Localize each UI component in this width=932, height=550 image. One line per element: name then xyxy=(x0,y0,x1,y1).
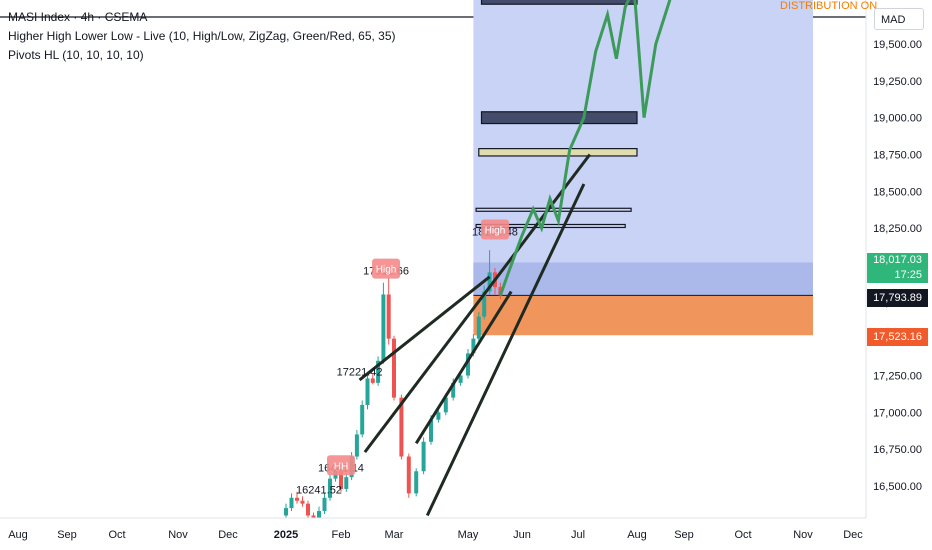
price-tag-upper-value: 18,017.03 xyxy=(873,254,922,266)
candle-body xyxy=(370,378,375,383)
y-tick-label: 18,750.00 xyxy=(873,150,922,162)
zigzag-projection xyxy=(498,0,672,296)
candle-body xyxy=(365,378,370,405)
x-tick-label: Dec xyxy=(218,529,238,541)
candle-body xyxy=(306,503,310,516)
candle-body xyxy=(344,477,349,489)
currency-selector[interactable]: MAD xyxy=(874,8,924,30)
candle-body xyxy=(482,291,487,317)
chart-legend: MASI Index · 4h · CSEMA Higher High Lowe… xyxy=(8,8,396,65)
y-tick-label: 19,250.00 xyxy=(873,76,922,88)
x-axis-panel xyxy=(0,518,866,550)
distribution-label: DISTRIBUTION ON xyxy=(780,0,878,12)
candle-body xyxy=(421,441,426,472)
trendline-3 xyxy=(425,183,586,517)
x-tick-label: Jul xyxy=(571,529,585,541)
x-tick-label: Mar xyxy=(385,529,404,541)
pivot-tag-text: High xyxy=(485,226,506,237)
x-tick-label: Nov xyxy=(168,529,188,541)
indicator-hhll[interactable]: Higher High Lower Low - Live (10, High/L… xyxy=(8,29,396,43)
candle-body xyxy=(458,375,463,383)
pivot-tag-box xyxy=(327,455,355,476)
y-tick-label: 17,250.00 xyxy=(873,371,922,383)
candle-body xyxy=(339,471,343,489)
x-tick-label: Sep xyxy=(674,529,694,541)
x-tick-label: Aug xyxy=(8,529,28,541)
x-tick-label: Oct xyxy=(108,529,125,541)
pivot-value-label: 17221.42 xyxy=(337,367,383,379)
candle-body xyxy=(376,360,381,383)
price-tag-lower: 17,523.16 xyxy=(867,328,928,346)
x-tick-label: Feb xyxy=(332,529,351,541)
candle-body xyxy=(399,397,404,457)
price-tag-upper-countdown: 17:25 xyxy=(894,269,922,281)
price-tag-last: 17,793.89 xyxy=(867,289,928,307)
price-tag-upper: 18,017.03 17:25 xyxy=(867,253,928,283)
candle-body xyxy=(322,497,327,512)
candle-body xyxy=(386,294,391,339)
symbol-title[interactable]: MASI Index · 4h · CSEMA xyxy=(8,10,148,24)
blue-band-zone xyxy=(473,262,813,296)
candle-body xyxy=(414,471,419,494)
y-tick-label: 18,250.00 xyxy=(873,223,922,235)
y-tick-label: 18,500.00 xyxy=(873,186,922,198)
pivot-tag-box xyxy=(372,258,401,279)
zone-block-4 xyxy=(475,223,626,229)
zone-block-1 xyxy=(480,111,638,125)
pivot-value-label: 16241.52 xyxy=(296,484,342,496)
y-tick-label: 19,500.00 xyxy=(873,39,922,51)
y-tick-label: 16,500.00 xyxy=(873,481,922,493)
candle-body xyxy=(451,382,456,398)
candle-body xyxy=(443,397,448,413)
x-tick-label: Nov xyxy=(793,529,813,541)
candle-body xyxy=(429,419,433,442)
pivot-tag-box xyxy=(481,219,509,240)
candle-body xyxy=(354,434,359,457)
candle-body xyxy=(476,316,481,339)
x-tick-label: Jun xyxy=(513,529,531,541)
indicator-pivots[interactable]: Pivots HL (10, 10, 10, 10) xyxy=(8,48,144,62)
x-tick-label: Sep xyxy=(57,529,77,541)
candle-body xyxy=(487,272,492,292)
zone-block-0 xyxy=(480,0,638,5)
x-tick-label: 2025 xyxy=(274,529,298,541)
y-tick-label: 19,000.00 xyxy=(873,113,922,125)
candle-body xyxy=(436,412,441,420)
candle-body xyxy=(471,338,476,354)
pivot-tag-text: High xyxy=(376,265,397,276)
candle-body xyxy=(295,497,299,501)
candle-body xyxy=(289,497,294,509)
pivot-tag-text: HH xyxy=(334,461,348,472)
x-tick-label: May xyxy=(458,529,479,541)
candle-body xyxy=(360,404,365,435)
candle-body xyxy=(300,500,305,504)
candle-body xyxy=(466,353,470,376)
zone-block-2 xyxy=(478,148,638,157)
orange-zone xyxy=(473,295,813,336)
projection-zone xyxy=(473,0,813,296)
candle-body xyxy=(406,456,411,494)
candle-body xyxy=(328,478,332,498)
x-tick-label: Aug xyxy=(627,529,647,541)
trendline-1 xyxy=(414,290,513,445)
candle-body xyxy=(284,508,288,516)
trendline-0 xyxy=(358,275,491,382)
candle-body xyxy=(392,338,396,398)
y-tick-label: 17,000.00 xyxy=(873,407,922,419)
x-tick-label: Dec xyxy=(843,529,863,541)
candle-body xyxy=(317,511,321,523)
y-tick-label: 16,750.00 xyxy=(873,444,922,456)
candle-body xyxy=(381,294,386,361)
x-tick-label: Oct xyxy=(734,529,751,541)
